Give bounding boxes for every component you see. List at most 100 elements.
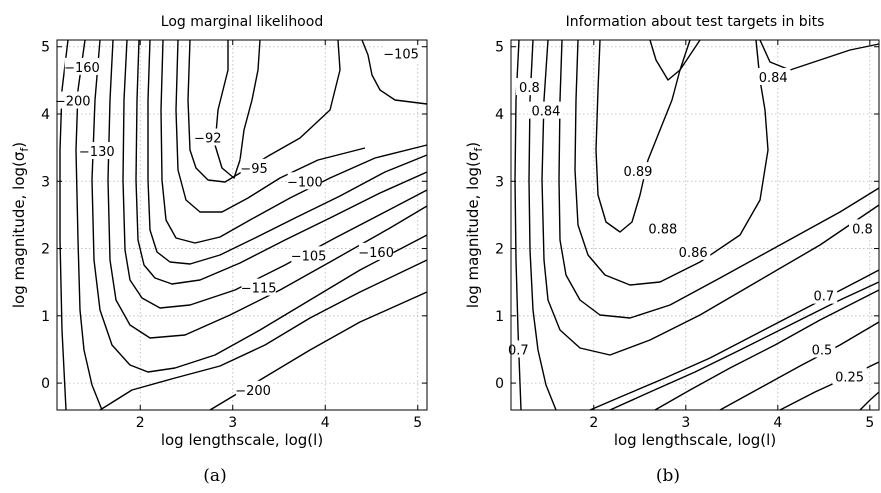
contour-label-bg bbox=[358, 242, 394, 260]
contour-label-bg bbox=[808, 340, 836, 358]
y-tick-label: 1 bbox=[495, 309, 504, 325]
contour-label-bg bbox=[287, 172, 323, 190]
y-tick-label: 5 bbox=[495, 40, 504, 56]
contour-label-bg bbox=[832, 367, 867, 385]
contour-label: −92 bbox=[194, 132, 221, 147]
y-tick-label: 3 bbox=[495, 174, 504, 190]
y-axis-label-b: log magnitude, log(σf) bbox=[464, 142, 485, 308]
contour-label: −160 bbox=[358, 246, 394, 261]
contour-line bbox=[160, 39, 428, 244]
contour-label: 0.7 bbox=[508, 343, 529, 358]
x-tick-label: 3 bbox=[228, 415, 237, 431]
contour-line bbox=[135, 39, 428, 285]
contour-label: 0.7 bbox=[813, 290, 834, 305]
y-ticks-b: 0 1 2 3 4 5 bbox=[495, 40, 879, 392]
y-tick-label: 2 bbox=[41, 242, 50, 258]
contour-line bbox=[107, 39, 428, 339]
contour-line bbox=[595, 39, 691, 233]
contour-line bbox=[122, 39, 428, 309]
contour-line bbox=[59, 39, 69, 411]
contour-label: −95 bbox=[240, 162, 267, 177]
y-tick-label: 4 bbox=[495, 107, 504, 123]
y-tick-label: 2 bbox=[495, 242, 504, 258]
contour-line bbox=[91, 39, 428, 373]
plot-frame-b bbox=[510, 39, 880, 411]
contour-line bbox=[99, 259, 428, 411]
contour-label-bg bbox=[620, 162, 656, 180]
contour-label-bg bbox=[645, 219, 680, 237]
y-tick-label: 4 bbox=[41, 107, 50, 123]
contour-label: −105 bbox=[383, 47, 419, 62]
x-axis-label-a: log lengthscale, log(l) bbox=[161, 431, 323, 449]
y-axis-label-a: log magnitude, log(σf) bbox=[10, 142, 31, 308]
contour-label: −100 bbox=[287, 175, 323, 190]
x-tick-label: 2 bbox=[136, 415, 145, 431]
contour-line bbox=[541, 39, 880, 356]
contour-line bbox=[574, 39, 769, 286]
contour-label-bg bbox=[849, 219, 876, 237]
y-tick-label: 0 bbox=[495, 376, 504, 392]
contour-label: −115 bbox=[241, 282, 277, 297]
contour-line bbox=[147, 39, 428, 265]
y-ticks-a: 0 1 2 3 4 5 bbox=[41, 40, 427, 392]
contour-line bbox=[719, 321, 880, 411]
contour-label: 0.8 bbox=[852, 222, 873, 237]
contour-label-bg bbox=[240, 158, 268, 176]
contour-line bbox=[361, 39, 428, 105]
contour-label-bg bbox=[194, 128, 222, 146]
contour-label-bg bbox=[756, 68, 791, 85]
contour-label: 0.88 bbox=[648, 222, 677, 237]
contour-line bbox=[175, 39, 366, 213]
contour-label-bg bbox=[64, 57, 100, 75]
contour-label: −105 bbox=[291, 249, 327, 264]
contour-label: 0.84 bbox=[531, 105, 560, 120]
contour-label-bg bbox=[516, 78, 543, 96]
x-tick-label: 2 bbox=[589, 415, 598, 431]
contour-label: 0.86 bbox=[679, 246, 708, 261]
contour-lines-a bbox=[59, 39, 428, 411]
contour-label-bg bbox=[810, 286, 838, 304]
caption-a: (a) bbox=[203, 466, 226, 486]
x-tick-label: 5 bbox=[865, 415, 874, 431]
contour-line bbox=[759, 39, 880, 71]
panel-a: −160 −200 −130 −92 −95 −100 −105 −115 −160 −200 −1… bbox=[10, 14, 428, 486]
y-tick-label: 5 bbox=[41, 40, 50, 56]
contour-line bbox=[214, 39, 261, 179]
contour-line bbox=[654, 289, 880, 411]
contour-label-bg bbox=[79, 142, 114, 159]
contour-label-bg bbox=[291, 246, 326, 264]
contour-label-bg bbox=[241, 278, 276, 296]
contour-line bbox=[859, 391, 880, 411]
caption-b: (b) bbox=[656, 466, 680, 486]
contour-label-bg bbox=[504, 340, 532, 358]
plot-frame-a bbox=[56, 39, 428, 411]
x-tick-label: 5 bbox=[413, 415, 422, 431]
contour-labels-a: −160 −200 −130 −92 −95 −100 −105 −115 −160 −200 −1… bbox=[55, 44, 419, 399]
x-ticks-b: 2 3 4 5 bbox=[589, 40, 874, 431]
contour-line bbox=[649, 39, 701, 81]
contour-label-bg bbox=[235, 380, 271, 398]
contour-label: 0.5 bbox=[812, 343, 833, 358]
contour-line bbox=[609, 281, 880, 411]
x-tick-label: 4 bbox=[773, 415, 782, 431]
panel-b: 0.80.840.890.880.860.840.80.70.50.250.7 … bbox=[464, 14, 880, 486]
contour-label-bg bbox=[55, 91, 90, 109]
y-tick-label: 0 bbox=[41, 376, 50, 392]
chart-title-a: Log marginal likelihood bbox=[161, 14, 323, 30]
contour-label: 0.25 bbox=[835, 370, 864, 385]
y-tick-label: 1 bbox=[41, 309, 50, 325]
contour-labels-b: 0.8 0.84 0.89 0.880.86 0.84 0.8 0.7 0.50.25 0.7 bbox=[504, 68, 876, 385]
contour-line bbox=[589, 269, 880, 411]
y-tick-label: 3 bbox=[41, 174, 50, 190]
x-axis-label-b: log lengthscale, log(l) bbox=[614, 431, 776, 449]
x-tick-label: 3 bbox=[681, 415, 690, 431]
contour-label: 0.89 bbox=[623, 165, 652, 180]
contour-label: −200 bbox=[55, 95, 91, 110]
contour-label: −200 bbox=[235, 384, 271, 399]
contour-label: −160 bbox=[64, 61, 100, 76]
chart-title-b: Information about test targets in bits bbox=[566, 14, 825, 30]
contour-label: 0.8 bbox=[519, 81, 540, 96]
contour-label-bg bbox=[383, 44, 419, 62]
contour-line bbox=[558, 39, 880, 319]
